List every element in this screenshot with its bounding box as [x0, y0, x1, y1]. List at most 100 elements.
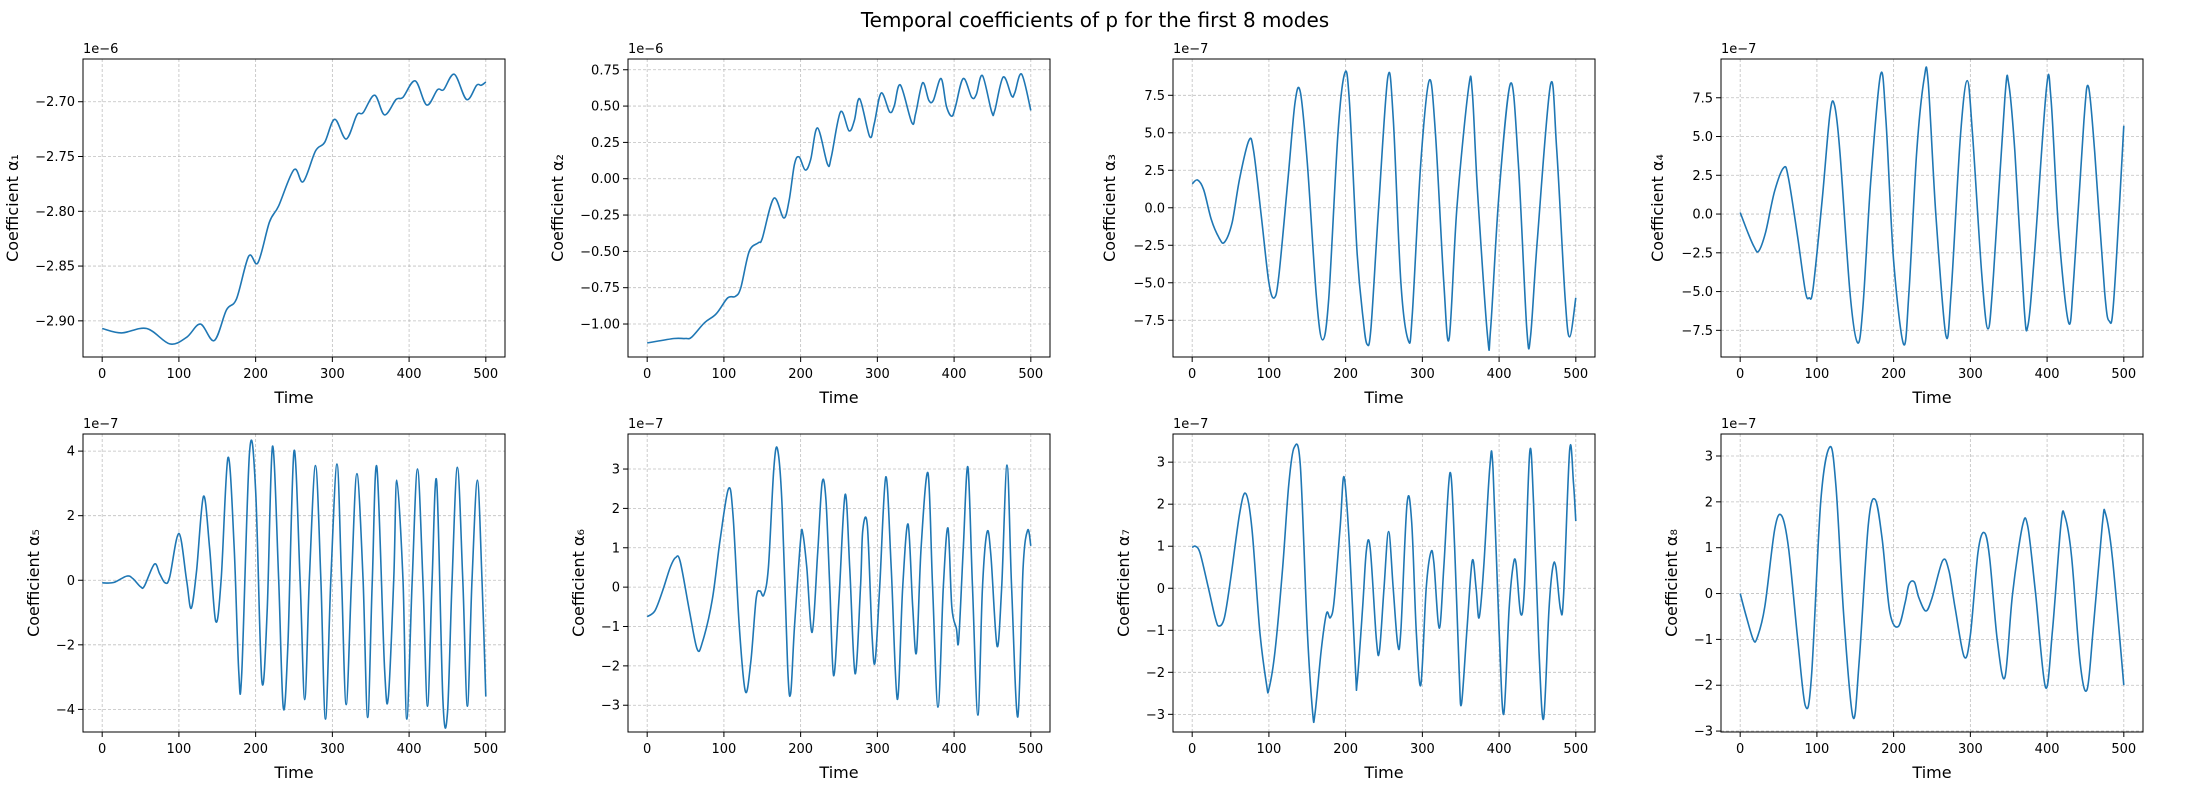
y-tick-label: 0.0	[1692, 208, 1713, 223]
y-axis-label: Coefficient α₂	[548, 154, 567, 262]
x-tick-label: 300	[865, 367, 890, 382]
x-axis-label: Time	[1363, 763, 1403, 782]
y-tick-label: 2	[1157, 498, 1165, 513]
x-tick-label: 0	[98, 367, 106, 382]
y-axis-label: Coefficient α₃	[1100, 154, 1119, 262]
subplot-4: 0 100 200 300 400 500 −7.5 −5.0 −2.5 0.0 2.5 5.0 7.5…	[1648, 42, 2144, 407]
x-tick-label: 300	[1958, 367, 1983, 382]
y-tick-label: −4	[56, 703, 75, 718]
y-axis-label: Coefficient α₆	[569, 529, 588, 637]
offset-label: 1e−7	[1721, 42, 1756, 57]
x-tick-label: 400	[397, 367, 422, 382]
x-axis-label: Time	[1911, 388, 1951, 407]
subplot-1: 0 100 200 300 400 500 −2.90 −2.85 −2.80 −2.75 −2.7…	[3, 42, 506, 407]
offset-label: 1e−7	[1721, 417, 1756, 432]
axes-frame	[1172, 58, 1596, 358]
y-tick-label: 0.75	[591, 63, 620, 78]
y-tick-label: 0	[67, 574, 75, 589]
x-tick-label: 100	[711, 742, 736, 757]
x-tick-label: 500	[1563, 367, 1588, 382]
y-tick-label: −2.75	[35, 150, 75, 165]
y-tick-label: −2.5	[1133, 239, 1165, 254]
series-line	[1739, 445, 2125, 720]
y-tick-label: 3	[1157, 456, 1165, 471]
y-axis-label: Coefficient α₇	[1114, 529, 1133, 637]
y-tick-label: 1	[612, 541, 620, 556]
y-tick-label: 0.0	[1144, 201, 1165, 216]
axes-frame	[1720, 58, 2144, 358]
x-tick-label: 0	[1736, 367, 1744, 382]
offset-label: 1e−7	[83, 417, 118, 432]
x-tick-label: 300	[1410, 742, 1435, 757]
subplot-3: 0 100 200 300 400 500 −7.5 −5.0 −2.5 0.0 2.5 5.0 7.5…	[1100, 42, 1596, 407]
series-line	[1191, 70, 1577, 351]
x-tick-label: 500	[2111, 367, 2136, 382]
axes-frame	[1720, 433, 2144, 733]
y-tick-label: 2	[1705, 495, 1713, 510]
x-tick-label: 300	[1958, 742, 1983, 757]
axes-frame	[627, 58, 1051, 358]
y-tick-label: −3	[1694, 725, 1713, 740]
x-tick-label: 400	[1487, 367, 1512, 382]
y-tick-label: −7.5	[1133, 314, 1165, 329]
x-tick-label: 100	[711, 367, 736, 382]
y-axis-label: Coefficient α₁	[3, 154, 22, 262]
x-tick-label: 200	[1881, 367, 1906, 382]
axes-frame	[82, 433, 506, 733]
y-tick-label: 3	[1705, 450, 1713, 465]
x-tick-label: 0	[98, 742, 106, 757]
y-tick-label: −2	[1694, 679, 1713, 694]
series-line	[647, 73, 1032, 344]
series-line	[102, 439, 487, 729]
x-tick-label: 200	[1881, 742, 1906, 757]
x-tick-label: 500	[473, 742, 498, 757]
x-tick-label: 400	[2035, 367, 2060, 382]
x-axis-label: Time	[273, 763, 313, 782]
x-tick-label: 300	[865, 742, 890, 757]
x-axis-label: Time	[273, 388, 313, 407]
series-line	[1739, 66, 2125, 346]
y-tick-label: −1	[601, 620, 620, 635]
x-tick-label: 200	[788, 742, 813, 757]
x-axis-label: Time	[818, 763, 858, 782]
subplot-6: 0 100 200 300 400 500 −3 −2 −1 0 1 2 3 1e−7 Time Coeffi…	[569, 417, 1051, 782]
x-tick-label: 100	[166, 742, 191, 757]
x-tick-label: 400	[942, 742, 967, 757]
x-tick-label: 400	[2035, 742, 2060, 757]
y-tick-label: −1	[1694, 633, 1713, 648]
y-tick-label: −7.5	[1681, 324, 1713, 339]
y-tick-label: −2.85	[35, 260, 75, 275]
y-tick-label: −5.0	[1133, 276, 1165, 291]
y-tick-label: −2	[1146, 666, 1165, 681]
x-tick-label: 200	[243, 742, 268, 757]
y-axis-label: Coefficient α₅	[24, 529, 43, 637]
axes-frame	[1172, 433, 1596, 733]
y-tick-label: 2	[612, 502, 620, 517]
x-tick-label: 500	[1018, 742, 1043, 757]
y-tick-label: 5.0	[1692, 130, 1713, 145]
y-tick-label: −2	[601, 659, 620, 674]
y-tick-label: −1	[1146, 624, 1165, 639]
y-tick-label: 3	[612, 463, 620, 478]
x-tick-label: 0	[1188, 742, 1196, 757]
y-tick-label: 0	[1157, 582, 1165, 597]
y-axis-label: Coefficient α₄	[1648, 154, 1667, 262]
y-tick-label: 1	[1157, 540, 1165, 555]
x-tick-label: 200	[243, 367, 268, 382]
x-tick-label: 0	[643, 742, 651, 757]
x-axis-label: Time	[1363, 388, 1403, 407]
y-tick-label: −3	[1146, 708, 1165, 723]
axes-frame	[627, 433, 1051, 733]
x-tick-label: 500	[1018, 367, 1043, 382]
x-tick-label: 0	[1736, 742, 1744, 757]
y-tick-label: −2.70	[35, 95, 75, 110]
x-tick-label: 400	[397, 742, 422, 757]
x-tick-label: 0	[643, 367, 651, 382]
offset-label: 1e−7	[628, 417, 663, 432]
y-tick-label: −2	[56, 638, 75, 653]
x-tick-label: 100	[1804, 742, 1829, 757]
y-tick-label: 7.5	[1692, 91, 1713, 106]
series-line	[646, 446, 1032, 718]
x-tick-label: 0	[1188, 367, 1196, 382]
offset-label: 1e−6	[83, 42, 118, 57]
